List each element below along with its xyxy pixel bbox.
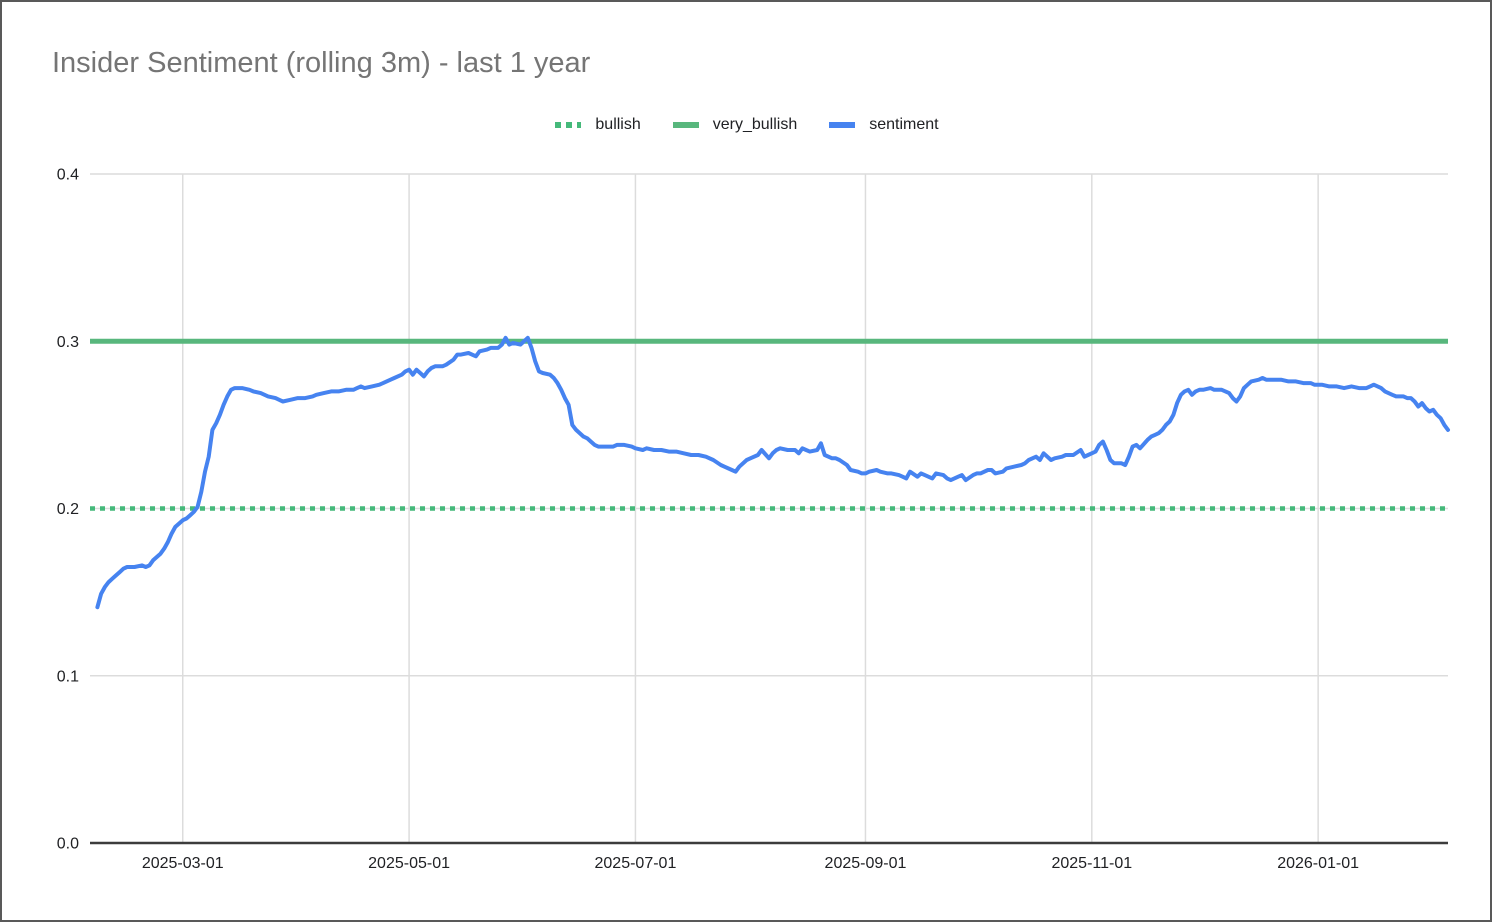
legend-item-bullish: bullish	[553, 116, 641, 134]
legend-label-bullish: bullish	[595, 116, 641, 133]
y-axis-label: 0.0	[57, 836, 79, 853]
x-axis-label: 2025-03-01	[142, 855, 224, 872]
series-line-sentiment	[95, 335, 1450, 610]
solid-line-swatch-icon	[672, 122, 699, 128]
x-axis-label: 2026-01-01	[1277, 855, 1359, 872]
x-axis-label: 2025-07-01	[595, 855, 677, 872]
dashed-line-swatch-icon	[555, 122, 582, 128]
y-axis-label: 0.3	[57, 334, 79, 351]
solid-line-swatch-icon	[829, 122, 856, 128]
chart-title: Insider Sentiment (rolling 3m) - last 1 …	[52, 47, 591, 79]
x-axis-label: 2025-05-01	[368, 855, 450, 872]
legend-label-very-bullish: very_bullish	[712, 116, 798, 133]
y-axis-label: 0.2	[57, 501, 79, 518]
y-axis-label: 0.4	[57, 167, 79, 184]
x-axis-label: 2025-09-01	[825, 855, 907, 872]
y-axis-label: 0.1	[57, 668, 79, 685]
legend-item-very-bullish: very_bullish	[671, 116, 797, 134]
x-axis-label: 2025-11-01	[1051, 855, 1132, 872]
legend-label-sentiment: sentiment	[869, 116, 939, 133]
legend-item-sentiment: sentiment	[827, 116, 939, 134]
legend: bullish very_bullish sentiment	[2, 111, 1490, 139]
